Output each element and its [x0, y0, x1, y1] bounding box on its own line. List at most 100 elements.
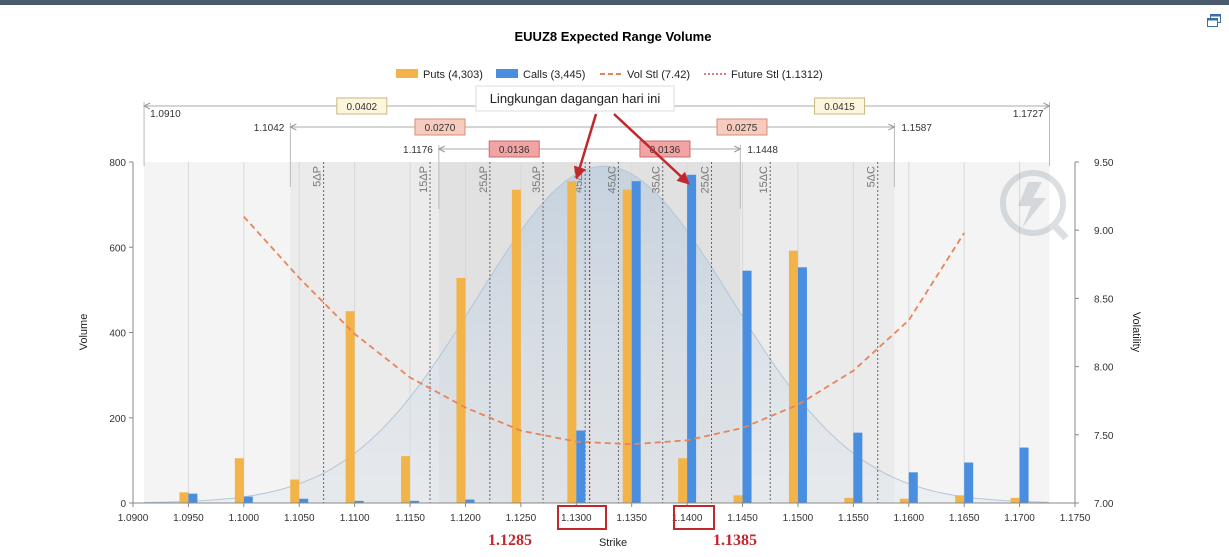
chart-title: EUUZ8 Expected Range Volume [515, 29, 712, 44]
x-tick-label-9: 1.1350 [616, 513, 647, 524]
chart-legend: Puts (4,303) Calls (3,445) Vol Stl (7.42… [396, 69, 823, 81]
call-bar-14 [964, 462, 974, 503]
range-upper-box-2 [639, 140, 691, 158]
y-tick-label-0: 0 [120, 499, 126, 510]
range-upper-box-1 [716, 118, 768, 136]
y2-tick-label-4: 9.00 [1094, 226, 1114, 237]
legend-puts-label: Puts (4,303) [423, 69, 483, 81]
legend-vol-stl-label: Vol Stl (7.42) [627, 69, 690, 81]
callout-arrow-right [613, 113, 690, 185]
x-tick-label-8: 1.1300 [561, 513, 592, 524]
put-bar-2 [290, 479, 300, 503]
range-lower-value-1: 0.0270 [425, 123, 456, 134]
volume-bars [179, 174, 1029, 504]
x-tick-label-14: 1.1600 [893, 513, 924, 524]
x-tick-label-0: 1.0900 [118, 513, 149, 524]
x-tick-label-16: 1.1700 [1004, 513, 1035, 524]
y-tick-label-1: 200 [109, 414, 126, 425]
range-low-label-2: 1.1176 [403, 145, 433, 156]
call-bar-4 [410, 500, 420, 503]
put-bar-14 [955, 495, 965, 503]
put-bar-1 [234, 458, 244, 503]
put-bar-15 [1010, 497, 1020, 503]
legend-puts-swatch [396, 69, 418, 78]
watermark-logo-icon [1000, 170, 1069, 241]
call-bar-9 [687, 174, 697, 503]
y-axis-title: Volume [78, 314, 90, 351]
range-lower-value-0: 0.0402 [347, 102, 378, 113]
call-bar-1 [243, 496, 253, 503]
range-arrow-high-0 [1043, 102, 1051, 110]
delta-label-5: 45ΔC [606, 166, 618, 194]
call-bar-3 [354, 500, 364, 503]
x-tick-label-6: 1.1200 [450, 513, 481, 524]
range-arrow-high-2 [734, 145, 742, 153]
put-bar-12 [844, 497, 854, 503]
x-tick-label-17: 1.1750 [1060, 513, 1091, 524]
y2-tick-label-3: 8.50 [1094, 294, 1114, 305]
put-bar-11 [788, 250, 798, 503]
put-bar-4 [401, 456, 411, 503]
callout-text: Lingkungan dagangan hari ini [490, 91, 661, 106]
y2-tick-label-0: 7.00 [1094, 499, 1114, 510]
window-top-bar [0, 0, 1229, 5]
callout-box [475, 85, 675, 112]
range-upper-value-1: 0.0275 [727, 123, 758, 134]
delta-label-6: 35ΔC [651, 166, 663, 194]
boxed-tick-1-1300 [557, 505, 607, 530]
x-tick-label-5: 1.1150 [395, 513, 425, 524]
range-arrow-high-1 [888, 123, 896, 131]
legend-calls-swatch [496, 69, 518, 78]
x-tick-label-4: 1.1100 [340, 513, 370, 524]
put-bar-5 [456, 277, 466, 503]
delta-label-0: 5ΔP [312, 166, 324, 187]
trading-range-annotation: Lingkungan dagangan hari ini 1.1285 1.13… [475, 85, 757, 549]
range-arrow-low-1 [289, 123, 297, 131]
call-bar-8 [631, 181, 641, 503]
range-upper-value-0: 0.0415 [824, 102, 855, 113]
y2-tick-label-1: 7.50 [1094, 431, 1114, 442]
call-bar-2 [299, 498, 309, 503]
delta-label-3: 35ΔP [531, 166, 543, 193]
callout-arrow-left [573, 113, 598, 180]
range-low-value: 1.1285 [488, 532, 532, 549]
range-low-label-1: 1.1042 [254, 123, 285, 134]
call-bar-15 [1019, 447, 1029, 503]
call-bar-5 [465, 499, 475, 503]
call-bar-0 [188, 493, 198, 503]
x-tick-label-15: 1.1650 [949, 513, 980, 524]
range-lower-box-1 [414, 118, 466, 136]
range-upper-box-0 [814, 97, 866, 115]
window-restore-icon[interactable] [1207, 14, 1221, 27]
call-bar-7 [576, 430, 586, 503]
range-high-value: 1.1385 [713, 532, 757, 549]
put-bar-8 [622, 189, 632, 504]
range-lower-value-2: 0.0136 [499, 145, 530, 156]
put-bar-0 [179, 492, 189, 503]
range-high-label-1: 1.1587 [901, 123, 932, 134]
call-bar-12 [853, 432, 863, 503]
range-arrow-low-0 [142, 102, 151, 110]
put-bar-6 [511, 189, 521, 504]
y-tick-label-2: 400 [109, 329, 126, 340]
y2-tick-label-2: 8.00 [1094, 363, 1114, 374]
x-tick-label-1: 1.0950 [173, 513, 204, 524]
put-bar-7 [567, 181, 577, 503]
delta-label-1: 15ΔP [418, 166, 430, 193]
y2-tick-label-5: 9.50 [1094, 158, 1114, 169]
put-bar-13 [899, 498, 909, 503]
put-bar-3 [345, 311, 355, 503]
range-lower-box-0 [336, 97, 388, 115]
vol-stl-curve [243, 215, 965, 446]
range-high-label-2: 1.1448 [747, 145, 778, 156]
y-tick-label-3: 600 [109, 243, 126, 254]
delta-label-9: 5ΔC [866, 166, 878, 187]
x-tick-label-3: 1.1050 [284, 513, 315, 524]
y2-axis-title: Volatility [1130, 312, 1142, 353]
x-tick-label-10: 1.1400 [672, 513, 703, 524]
put-bar-9 [678, 458, 688, 503]
delta-label-7: 25ΔC [699, 166, 711, 194]
x-tick-label-12: 1.1500 [783, 513, 814, 524]
x-tick-label-13: 1.1550 [838, 513, 869, 524]
